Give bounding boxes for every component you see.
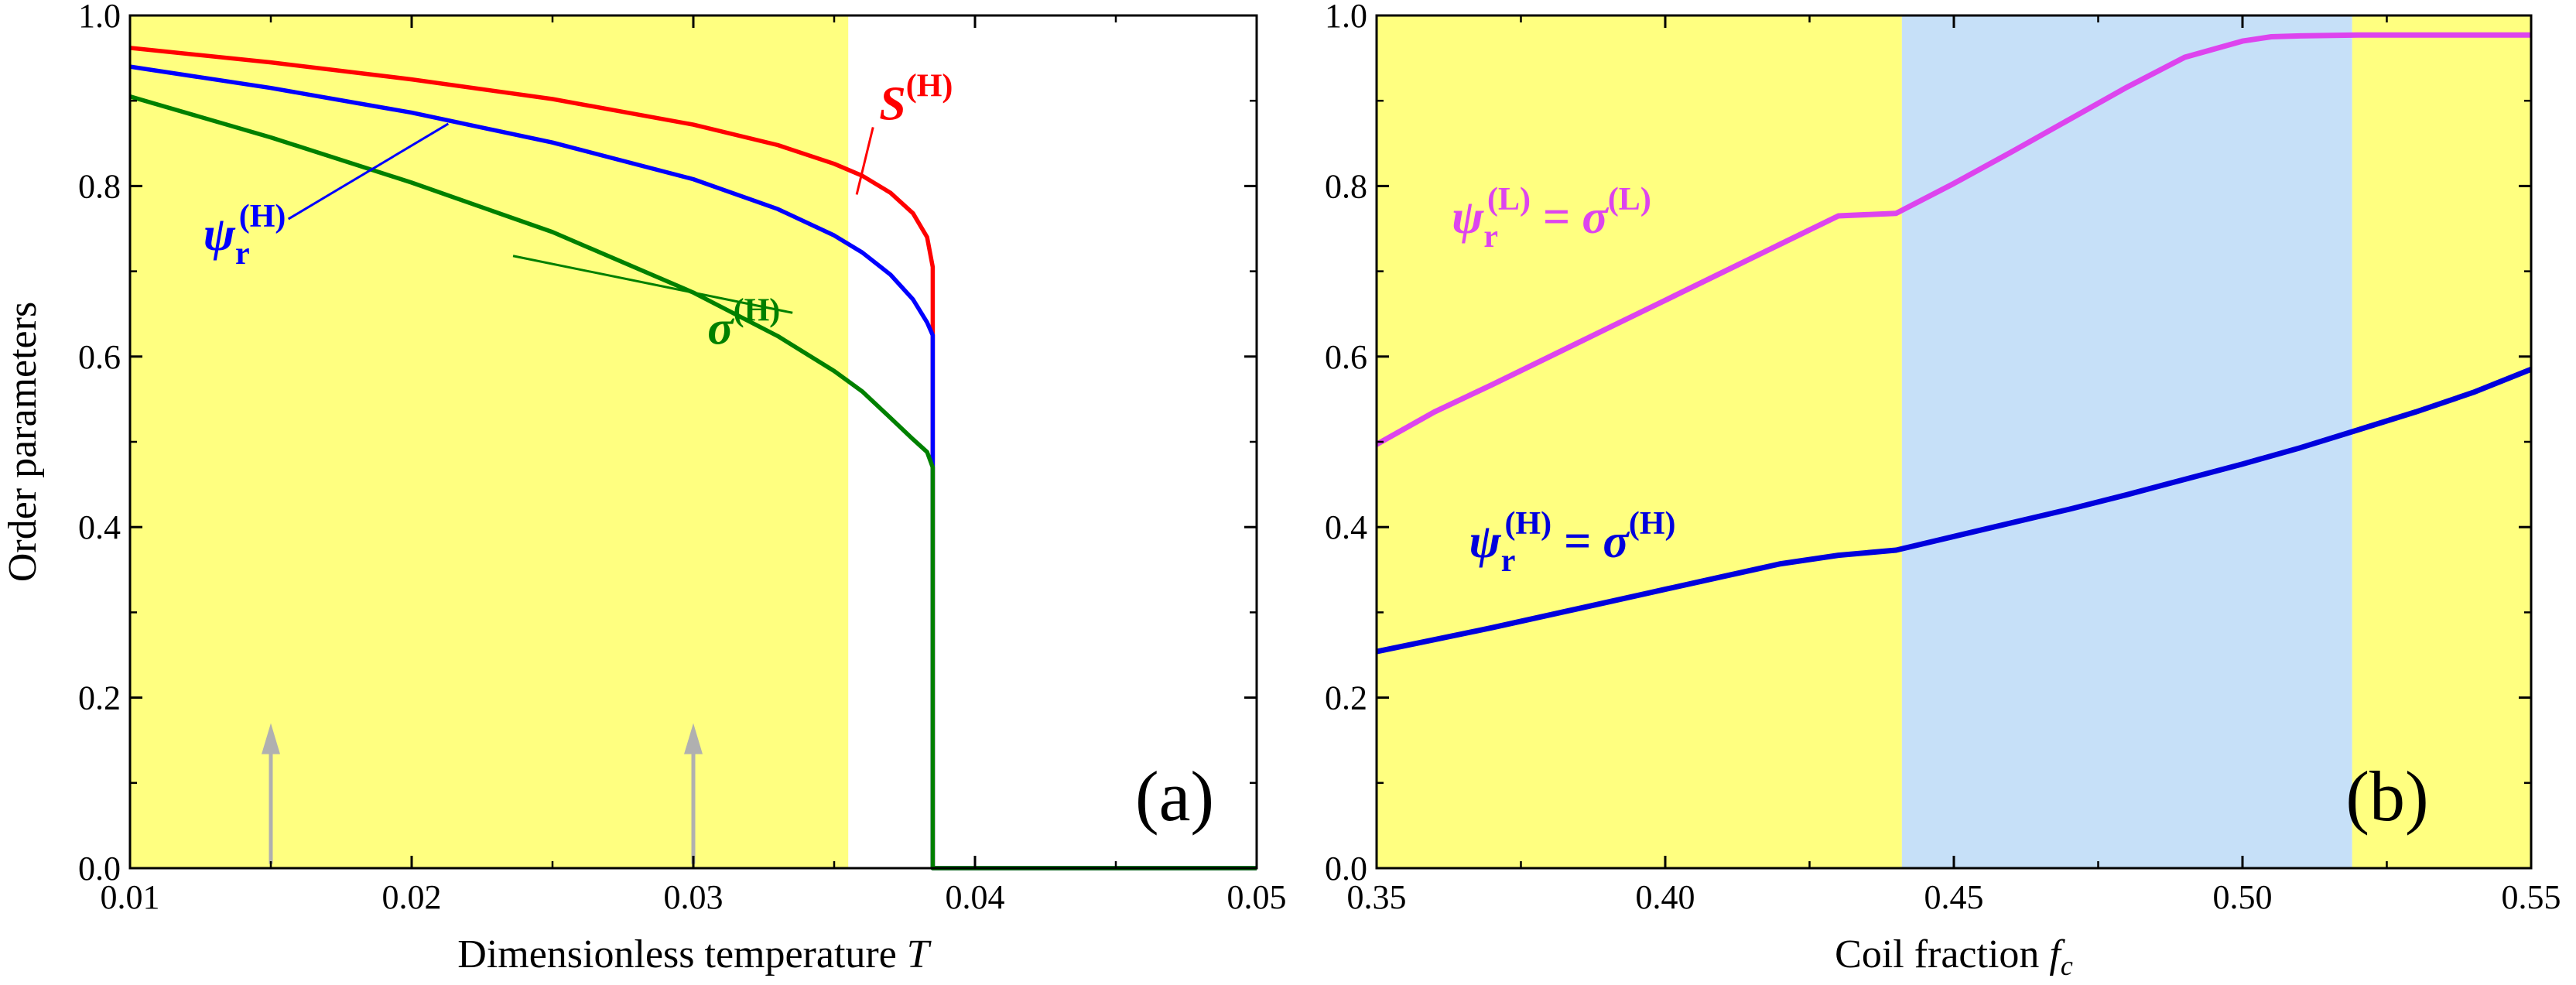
y-tick-label: 0.4 [78, 508, 121, 546]
curve-label-superscript: (H) [1504, 506, 1551, 542]
x-tick-label: 0.35 [1347, 878, 1407, 916]
curve-label-symbol: S [879, 77, 905, 130]
curve-label-symbol: ψ [204, 208, 236, 261]
shaded-region-1 [1377, 15, 1902, 868]
curve-label-superscript: (H) [239, 199, 286, 234]
curve-label-subscript: r [1501, 543, 1516, 579]
y-tick-label: 0.0 [1325, 850, 1367, 888]
x-tick-label: 0.45 [1924, 878, 1984, 916]
curve-label: ψr(H) [204, 199, 286, 272]
series-line-3 [129, 94, 1257, 870]
curve-label-subscript: r [235, 236, 250, 272]
y-tick-label: 0.2 [78, 679, 121, 717]
curve-label-symbol: σ [707, 302, 734, 354]
curve-label-symbol: ψ [1452, 191, 1484, 244]
x-tick-label: 0.03 [664, 878, 724, 916]
curve-label-subscript: r [1483, 219, 1498, 255]
y-tick-label: 0.8 [1325, 167, 1367, 205]
y-tick-label: 1.0 [1325, 0, 1367, 35]
shaded-region-1 [130, 15, 849, 868]
y-tick-label: 0.2 [1325, 679, 1367, 717]
arrow-head [684, 723, 703, 754]
x-axis-title-text: Coil fraction [1835, 932, 2039, 976]
x-tick-label: 0.02 [382, 878, 442, 916]
x-axis-title: Coil fraction fc [1835, 932, 2073, 981]
curve-label-superscript: (H) [906, 68, 953, 104]
curve-label-rest-superscript: (H) [1629, 506, 1676, 542]
x-axis-title: Dimensionless temperature T [457, 932, 932, 976]
annotation-leader-line [512, 255, 793, 314]
y-tick-label: 0.0 [78, 850, 121, 888]
x-axis-title-text: Dimensionless temperature [457, 932, 897, 976]
shaded-region-2 [1901, 15, 2352, 868]
curve-label: ψr(L) = σ(L) [1452, 182, 1651, 255]
panel-a-chart: 0.01 0.02 0.03 0.04 0.05 0.0 0.2 0.4 0.6 0.8 1.0 Di… [1, 0, 1287, 976]
curve-label: σ(H) [707, 292, 780, 354]
curve-label-symbol: ψ [1469, 515, 1501, 568]
panel-b-chart: 0.35 0.40 0.45 0.50 0.55 0.0 0.2 0.4 0.6 0.8 1.0 Co… [1325, 0, 2561, 981]
y-tick-label: 0.8 [78, 167, 121, 205]
curve-label-superscript: (L) [1487, 182, 1531, 217]
panel-label: (a) [1135, 757, 1214, 836]
arrow-marker-2 [684, 723, 703, 864]
annotation-leader-line [855, 127, 874, 195]
x-tick-label: 0.55 [2502, 878, 2561, 916]
series-line-2 [1376, 367, 2533, 655]
y-tick-label: 1.0 [78, 0, 121, 35]
annotation-leader-line [287, 122, 450, 221]
curve-label-superscript: (H) [734, 292, 781, 328]
x-axis-symbol-subscript: c [2061, 950, 2073, 981]
x-tick-label: 0.40 [1636, 878, 1695, 916]
arrow-head [262, 723, 280, 754]
x-tick-label: 0.01 [101, 878, 160, 916]
x-tick-label: 0.50 [2213, 878, 2273, 916]
curve-label-equals: = σ [1531, 191, 1609, 244]
x-tick-label: 0.04 [946, 878, 1005, 916]
y-tick-label: 0.6 [78, 338, 121, 376]
series-line-2 [129, 64, 1257, 870]
shaded-region-3 [2352, 15, 2531, 868]
x-axis-symbol: T [897, 932, 932, 976]
y-tick-label: 0.4 [1325, 508, 1367, 546]
series-line-1 [1375, 32, 2531, 447]
series-line-1 [129, 46, 1257, 870]
panel-label: (b) [2345, 757, 2428, 836]
curve-label-equals: = σ [1551, 515, 1630, 568]
x-tick-label: 0.05 [1227, 878, 1287, 916]
curve-label-rest-superscript: (L) [1608, 182, 1651, 217]
y-axis-title: Order parameters [1, 302, 45, 582]
y-tick-label: 0.6 [1325, 338, 1367, 376]
curve-label: S(H) [879, 68, 953, 130]
curve-label: ψr(H) = σ(H) [1469, 506, 1675, 579]
arrow-marker-1 [262, 723, 280, 864]
